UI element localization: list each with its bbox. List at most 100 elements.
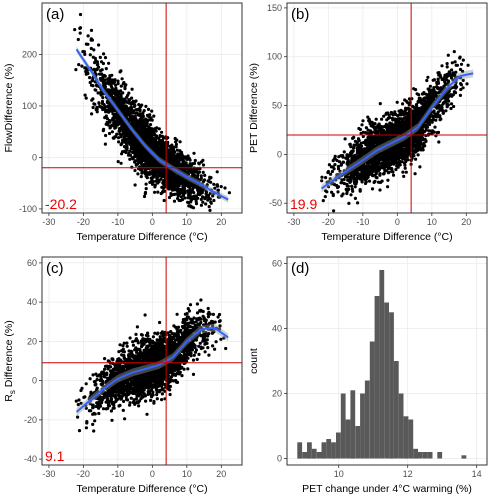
scatter-point	[181, 193, 186, 197]
scatter-point	[93, 71, 97, 75]
scatter-point	[106, 77, 110, 81]
scatter-point	[89, 83, 94, 87]
scatter-point	[166, 186, 170, 190]
scatter-point	[227, 191, 231, 195]
scatter-point	[440, 64, 444, 68]
scatter-point	[189, 200, 193, 204]
scatter-point	[178, 191, 182, 196]
scatter-point	[130, 165, 134, 169]
scatter-point	[108, 74, 112, 78]
scatter-point	[445, 82, 449, 86]
scatter-point	[377, 122, 381, 126]
scatter-point	[114, 135, 118, 139]
scatter-point	[353, 196, 357, 200]
scatter-point	[147, 142, 152, 146]
scatter-point	[174, 187, 178, 191]
scatter-point	[108, 90, 112, 94]
scatter-point	[126, 153, 131, 157]
scatter-point	[432, 86, 436, 90]
scatter-point	[133, 114, 137, 118]
scatter-point	[175, 148, 179, 152]
scatter-point	[351, 149, 355, 153]
scatter-point	[163, 158, 167, 162]
scatter-point	[169, 193, 173, 197]
scatter-point	[327, 163, 331, 167]
scatter-point	[196, 173, 200, 177]
scatter-point	[85, 68, 89, 72]
scatter-point	[378, 153, 382, 158]
scatter-point	[137, 127, 141, 131]
scatter-point	[156, 167, 160, 171]
scatter-point	[153, 158, 157, 163]
scatter-point	[435, 131, 439, 135]
scatter-point	[107, 131, 112, 136]
scatter-point	[341, 160, 346, 164]
scatter-point	[386, 171, 391, 175]
scatter-point	[133, 145, 137, 149]
scatter-point	[78, 12, 83, 17]
scatter-point	[131, 115, 135, 119]
scatter-point	[347, 201, 351, 205]
scatter-point	[129, 136, 133, 140]
scatter-point	[90, 38, 94, 42]
scatter-point	[139, 123, 143, 127]
scatter-point	[127, 91, 131, 95]
scatter-point	[447, 99, 451, 103]
scatter-point	[425, 120, 429, 124]
scatter-point	[132, 135, 136, 139]
scatter-point	[386, 178, 390, 182]
scatter-point	[433, 125, 437, 129]
scatter-point	[357, 138, 361, 142]
scatter-point	[135, 150, 139, 154]
scatter-point	[150, 139, 155, 143]
scatter-point	[403, 150, 408, 154]
scatter-point	[128, 157, 132, 161]
scatter-point	[93, 61, 97, 65]
scatter-point	[194, 197, 198, 201]
scatter-point	[146, 107, 151, 111]
scatter-point	[360, 175, 364, 179]
scatter-point	[171, 147, 175, 151]
scatter-point	[459, 82, 463, 86]
scatter-point	[119, 117, 123, 121]
scatter-point	[402, 116, 406, 120]
scatter-point	[144, 104, 148, 108]
scatter-point	[107, 61, 111, 65]
scatter-point	[446, 53, 450, 57]
scatter-point	[118, 70, 122, 74]
scatter-point	[385, 126, 389, 130]
scatter-point	[374, 141, 379, 145]
scatter-point	[145, 124, 149, 128]
scatter-point	[111, 124, 115, 128]
scatter-point	[389, 123, 393, 127]
scatter-point	[423, 120, 427, 124]
scatter-point	[406, 153, 410, 157]
scatter-point	[157, 178, 161, 183]
scatter-point	[444, 97, 448, 101]
scatter-point	[444, 109, 448, 113]
scatter-point	[198, 166, 202, 170]
scatter-point	[176, 196, 180, 201]
scatter-point	[199, 191, 203, 195]
scatter-point	[138, 168, 143, 172]
scatter-point	[151, 174, 155, 178]
scatter-point	[138, 132, 143, 136]
scatter-point	[150, 182, 155, 186]
scatter-point	[183, 164, 187, 168]
scatter-point	[156, 181, 160, 185]
scatter-point	[180, 163, 184, 167]
scatter-point	[400, 157, 405, 161]
scatter-point	[342, 181, 346, 186]
scatter-point	[445, 65, 449, 69]
scatter-point	[337, 160, 342, 164]
scatter-point	[208, 176, 212, 180]
scatter-point	[90, 112, 94, 116]
scatter-point	[389, 151, 393, 155]
scatter-point	[135, 147, 140, 151]
scatter-point	[124, 110, 128, 114]
scatter-point	[148, 172, 152, 176]
scatter-point	[321, 199, 325, 203]
scatter-point	[163, 184, 167, 188]
scatter-point	[157, 154, 162, 158]
scatter-point	[195, 170, 199, 174]
